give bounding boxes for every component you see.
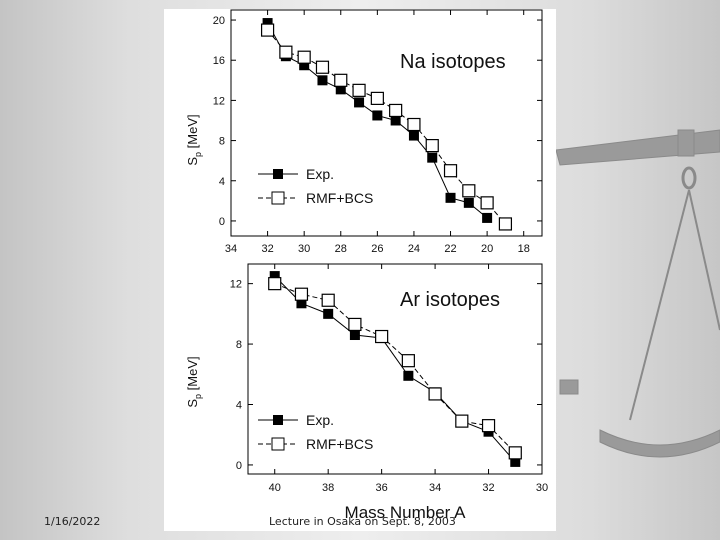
x-tick-label: 36 <box>376 482 388 494</box>
rmf-bcs-point <box>352 83 366 97</box>
rmf-bcs-point <box>455 414 469 428</box>
y-tick-label: 8 <box>219 136 225 148</box>
footer-lecture: Lecture in Osaka on Sept. 8, 2003 <box>269 515 456 528</box>
rmf-bcs-point <box>268 277 282 291</box>
rmf-bcs-point <box>297 50 311 64</box>
rmf-bcs-point <box>348 317 362 332</box>
x-tick-label: 32 <box>261 243 273 255</box>
rmf-bcs-point <box>462 184 476 198</box>
y-tick-label: 16 <box>213 55 225 67</box>
legend-label: Exp. <box>306 412 334 428</box>
rmf-bcs-point <box>425 139 439 153</box>
rmf-bcs-point <box>279 45 293 59</box>
exp-point <box>427 152 438 163</box>
y-tick-label: 4 <box>219 176 225 188</box>
exp-point <box>262 18 273 29</box>
exp-point <box>349 330 360 341</box>
x-tick-label: 24 <box>408 243 420 255</box>
rmf-bcs-point <box>260 23 275 37</box>
x-tick-label: 22 <box>444 243 456 255</box>
chart-ar-isotopes: 0 4 8 12 40 38 36 34 32 30 Ar isotopes Sp [MeV] Mass… <box>185 263 548 522</box>
exp-point <box>317 75 328 86</box>
rmf-bcs-point <box>389 103 403 118</box>
legend-label: RMF+BCS <box>306 436 373 452</box>
rmf-bcs-point <box>401 354 415 368</box>
series-line-rmf-bcs <box>274 283 516 454</box>
rmf-bcs-point <box>294 287 309 301</box>
plot-frame <box>230 9 543 237</box>
rmf-bcs-point <box>481 419 496 433</box>
exp-point <box>403 370 414 381</box>
legend-marker-rmf-bcs <box>271 437 285 451</box>
x-tick-label: 20 <box>481 243 493 255</box>
x-tick-label: 26 <box>371 243 383 255</box>
x-tick-label: 34 <box>429 482 441 494</box>
x-tick-label: 30 <box>298 243 310 255</box>
rmf-bcs-point <box>428 387 442 401</box>
exp-point <box>390 115 401 126</box>
rmf-bcs-point <box>375 329 389 344</box>
rmf-bcs-point <box>321 293 335 307</box>
rmf-bcs-point <box>480 196 494 210</box>
y-tick-label: 12 <box>213 95 225 107</box>
series-line-exp <box>274 275 516 463</box>
y-tick-label: 20 <box>213 15 225 27</box>
exp-point <box>463 197 474 208</box>
y-tick-label: 0 <box>236 460 242 472</box>
x-tick-label: 28 <box>335 243 347 255</box>
exp-point <box>445 192 456 203</box>
chart-title: Na isotopes <box>400 51 506 73</box>
legend-label: Exp. <box>306 166 334 182</box>
x-tick-label: 40 <box>269 482 281 494</box>
y-tick-label: 12 <box>230 279 242 291</box>
rmf-bcs-point <box>498 217 513 231</box>
chart-na-isotopes: 0 4 8 12 16 20 34 32 30 28 26 24 22 20 18 Na isotopes Sp… <box>185 9 543 255</box>
exp-point <box>323 308 334 319</box>
rmf-bcs-point <box>334 73 348 87</box>
x-tick-label: 30 <box>536 482 548 494</box>
x-axis-label: Mass Number A <box>345 503 467 522</box>
x-tick-label: 32 <box>482 482 494 494</box>
plot-frame <box>247 263 543 475</box>
exp-point <box>299 60 310 71</box>
legend-marker-exp <box>273 169 283 179</box>
y-tick-label: 4 <box>236 400 242 412</box>
footer-date: 1/16/2022 <box>44 515 101 528</box>
exp-point <box>372 110 383 121</box>
exp-point <box>354 97 365 108</box>
x-tick-label: 18 <box>518 243 530 255</box>
exp-point <box>335 84 346 95</box>
legend-marker-rmf-bcs <box>271 191 285 205</box>
y-axis-label: Sp [MeV] <box>185 356 203 407</box>
rmf-bcs-point <box>370 91 384 105</box>
legend-label: RMF+BCS <box>306 190 373 206</box>
exp-point <box>269 271 280 282</box>
x-tick-label: 34 <box>225 243 237 255</box>
rmf-bcs-point <box>443 164 458 178</box>
exp-point <box>510 456 521 467</box>
rmf-bcs-point <box>407 117 421 132</box>
rmf-bcs-point <box>315 60 330 74</box>
chart-title: Ar isotopes <box>400 289 500 311</box>
y-tick-label: 0 <box>219 216 225 228</box>
rmf-bcs-point <box>508 446 522 460</box>
exp-point <box>482 212 493 223</box>
exp-point <box>296 298 307 309</box>
exp-point <box>408 130 419 141</box>
legend-marker-exp <box>273 415 283 425</box>
y-axis-label: Sp [MeV] <box>185 114 203 165</box>
x-tick-label: 38 <box>322 482 334 494</box>
y-tick-label: 8 <box>236 339 242 351</box>
